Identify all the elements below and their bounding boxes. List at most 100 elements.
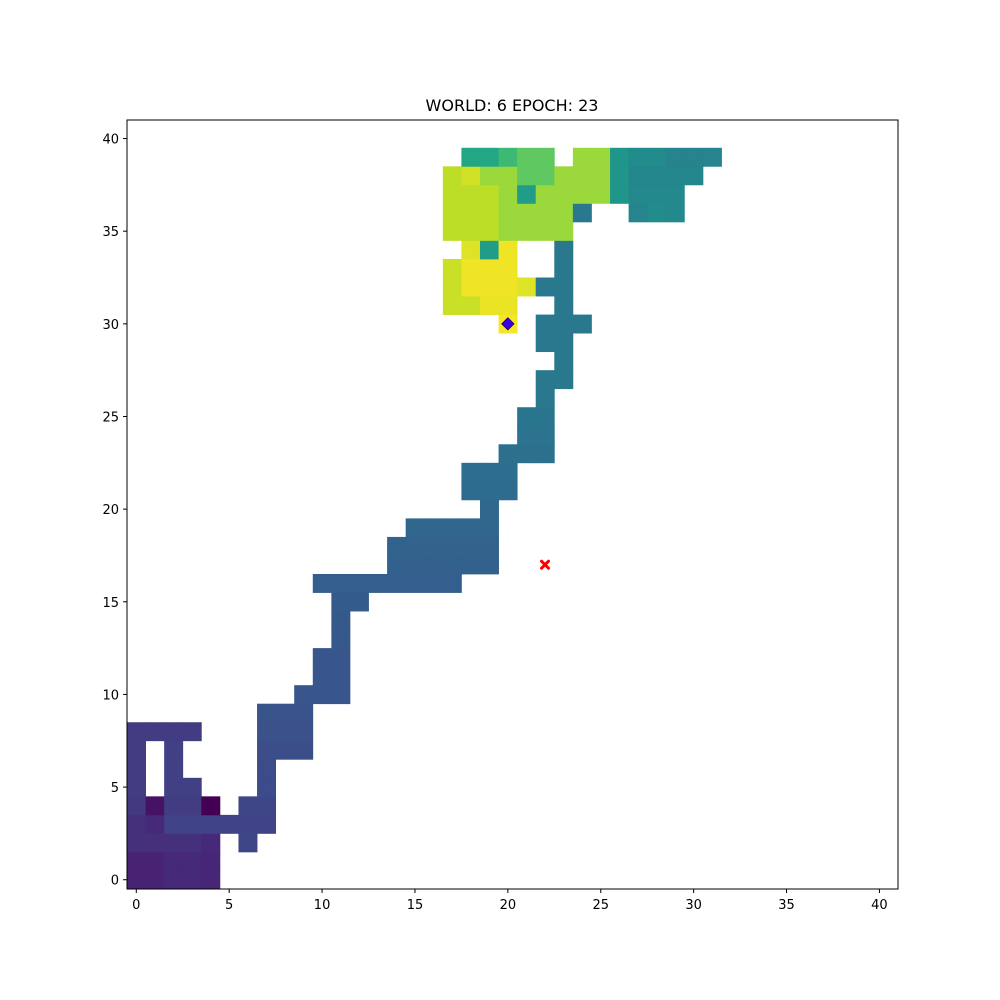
heatmap-cell: [219, 814, 239, 834]
x-tick-label: 35: [778, 898, 795, 913]
heatmap-cell: [257, 703, 277, 723]
heatmap-cell: [164, 851, 184, 871]
heatmap-cell: [257, 814, 277, 834]
heatmap-cell: [461, 184, 481, 204]
x-tick-label: 25: [592, 898, 609, 913]
heatmap-cell: [312, 666, 332, 686]
heatmap-cell: [517, 277, 537, 297]
heatmap-cell: [182, 851, 202, 871]
heatmap-cell: [145, 870, 165, 890]
heatmap-cell: [387, 536, 407, 556]
heatmap-cell: [424, 536, 444, 556]
heatmap-cell: [164, 722, 184, 742]
heatmap-cell: [479, 240, 499, 260]
y-tick-label: 0: [111, 874, 119, 889]
heatmap-cell: [591, 184, 611, 204]
heatmap-cell: [127, 851, 146, 871]
heatmap-cell: [331, 611, 351, 630]
heatmap-cell: [182, 777, 202, 797]
heatmap-cell: [405, 555, 425, 575]
heatmap-cell: [554, 184, 574, 204]
heatmap-cell: [647, 203, 667, 223]
heatmap-cell: [628, 184, 648, 204]
heatmap-cell: [127, 722, 146, 742]
heatmap-cell: [164, 777, 184, 797]
heatmap-cell: [461, 555, 481, 575]
heatmap-cell: [572, 147, 592, 167]
heatmap-cell: [331, 685, 351, 705]
x-tick-label: 40: [871, 898, 888, 913]
heatmap-cell: [554, 296, 574, 315]
heatmap-cell: [442, 184, 462, 204]
heatmap-cell: [275, 740, 295, 760]
heatmap-cell: [517, 407, 537, 427]
heatmap-cell: [498, 184, 518, 204]
heatmap-cell: [257, 740, 277, 760]
heatmap-cell: [331, 666, 351, 686]
y-axis: 0 5 10 15 20 25 30 35 40: [102, 133, 127, 889]
heatmap-cell: [182, 796, 202, 816]
heatmap-cell: [479, 203, 499, 223]
heatmap-cell: [498, 481, 518, 501]
heatmap-cell: [610, 184, 630, 204]
heatmap-cell: [572, 203, 592, 223]
heatmap-cells: [127, 147, 722, 890]
heatmap-cell: [442, 296, 462, 315]
heatmap-cell: [127, 814, 146, 834]
heatmap-cell: [257, 722, 277, 742]
heatmap-cell: [442, 166, 462, 186]
heatmap-cell: [517, 184, 537, 204]
x-axis: 0 5 10 15 20 25 30 35 40: [132, 889, 888, 913]
heatmap-cell: [684, 147, 704, 167]
heatmap-cell: [201, 814, 221, 834]
heatmap-cell: [145, 833, 165, 853]
heatmap-cell: [461, 147, 481, 167]
heatmap-cell: [442, 203, 462, 223]
heatmap-cell: [554, 333, 574, 353]
x-tick-label: 15: [407, 898, 424, 913]
heatmap-cell: [461, 277, 481, 297]
heatmap-cell: [442, 573, 462, 593]
heatmap-cell: [610, 147, 630, 167]
heatmap-cell: [238, 814, 258, 834]
x-tick-label: 30: [685, 898, 702, 913]
y-tick-label: 30: [102, 318, 119, 333]
heatmap-cell: [164, 759, 184, 779]
heatmap-cell: [238, 833, 258, 853]
heatmap-cell: [498, 166, 518, 186]
heatmap-cell: [479, 277, 499, 297]
heatmap-cell: [628, 166, 648, 186]
heatmap-cell: [331, 592, 351, 612]
heatmap-cell: [405, 518, 425, 538]
heatmap-cell: [461, 221, 481, 241]
y-tick-label: 40: [102, 133, 119, 148]
heatmap-cell: [535, 407, 555, 427]
heatmap-cell: [535, 147, 555, 167]
heatmap-cell: [257, 759, 277, 779]
heatmap-cell: [461, 166, 481, 186]
heatmap-cell: [387, 573, 407, 593]
heatmap-cell: [442, 555, 462, 575]
heatmap-cell: [535, 388, 555, 408]
heatmap-cell: [479, 462, 499, 482]
heatmap-cell: [145, 851, 165, 871]
heatmap-cell: [461, 240, 481, 260]
heatmap-cell: [442, 536, 462, 556]
heatmap-cell: [442, 221, 462, 241]
heatmap-cell: [517, 147, 537, 167]
plot-area: [126, 119, 899, 890]
heatmap-cell: [498, 462, 518, 482]
heatmap-cell: [182, 833, 202, 853]
heatmap-cell: [461, 258, 481, 278]
heatmap-cell: [479, 221, 499, 241]
heatmap-cell: [610, 166, 630, 186]
heatmap-cell: [554, 314, 574, 334]
heatmap-cell: [238, 796, 258, 816]
heatmap-cell: [461, 536, 481, 556]
heatmap-cell: [164, 814, 184, 834]
heatmap-cell: [572, 166, 592, 186]
heatmap-cell: [164, 740, 184, 760]
y-tick-label: 15: [102, 596, 119, 611]
heatmap-cell: [461, 203, 481, 223]
x-tick-label: 20: [500, 898, 517, 913]
